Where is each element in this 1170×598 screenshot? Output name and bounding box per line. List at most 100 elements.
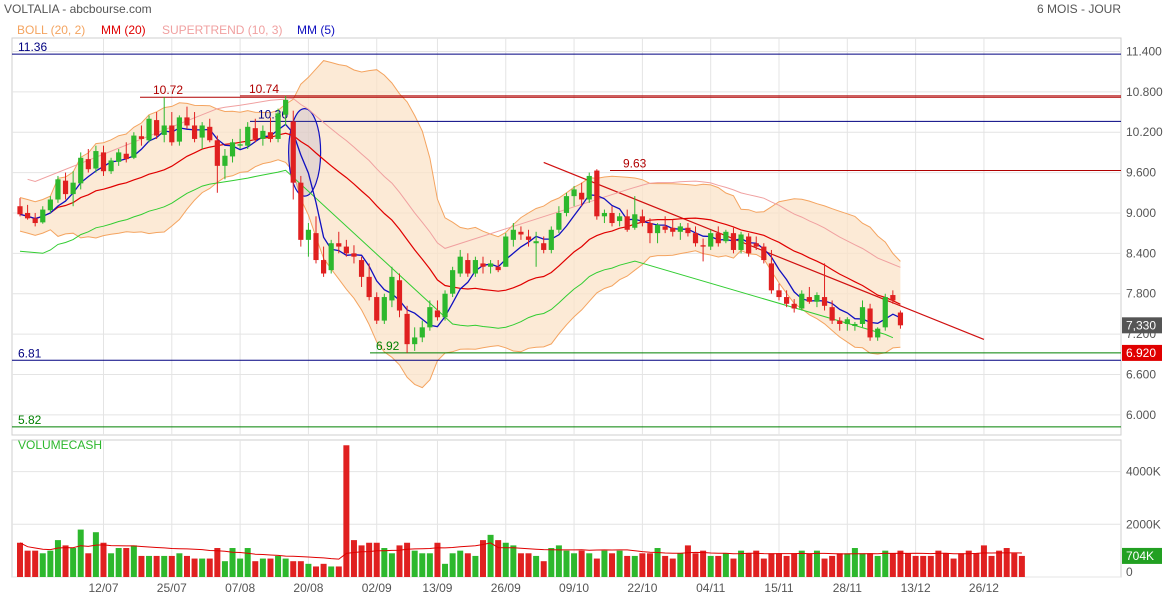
volume-bar <box>897 550 904 577</box>
volume-bar <box>108 553 115 577</box>
volume-bar <box>525 553 532 577</box>
volume-bar <box>191 558 198 577</box>
price-y-tick-label: 8.400 <box>1126 246 1156 260</box>
price-y-tick-label: 6.600 <box>1126 367 1156 381</box>
volume-bar <box>328 566 335 577</box>
volume-bar <box>138 555 145 577</box>
candle-body <box>138 136 145 139</box>
volume-bar <box>343 445 350 577</box>
volume-bar <box>290 561 297 577</box>
x-tick-label: 09/10 <box>559 581 589 595</box>
volume-bar <box>692 553 699 577</box>
candle-body <box>108 160 114 172</box>
legend: BOLL (20, 2) MM (20) SUPERTREND (10, 3) … <box>17 23 335 37</box>
x-tick-label: 26/09 <box>491 581 521 595</box>
volume-bar <box>92 532 99 577</box>
volume-bar <box>146 555 153 577</box>
candle-body <box>746 236 752 254</box>
volume-bar <box>905 553 912 577</box>
candle-body <box>882 297 888 328</box>
volume-bar <box>168 555 175 577</box>
x-tick-label: 07/08 <box>225 581 255 595</box>
candle-body <box>844 319 850 324</box>
candle-body <box>55 179 61 200</box>
volume-bar <box>47 550 54 577</box>
volume-bar <box>639 553 646 577</box>
axes: 11.40010.80010.2009.6009.0008.4007.8007.… <box>88 44 1163 595</box>
legend-item-supertrend: SUPERTREND (10, 3) <box>162 23 282 37</box>
x-tick-label: 28/11 <box>833 581 862 595</box>
volume-bar <box>646 553 653 577</box>
volume-title: VOLUMECASH <box>18 438 102 452</box>
candle-body <box>594 170 600 217</box>
candle-body <box>799 293 805 309</box>
candle-body <box>305 229 312 240</box>
x-tick-label: 12/07 <box>88 581 118 595</box>
level-label: 10.74 <box>249 82 279 96</box>
candle-body <box>708 233 714 247</box>
candle-body <box>154 120 160 136</box>
volume-bar <box>442 563 449 577</box>
volume-bar <box>24 550 31 577</box>
candle-body <box>692 233 699 244</box>
candle-body <box>351 253 357 257</box>
volume-bar <box>684 545 691 577</box>
price-y-tick-label: 6.000 <box>1126 408 1156 422</box>
candle-body <box>503 236 509 267</box>
volume-series <box>17 445 1025 577</box>
volume-bar <box>533 555 540 577</box>
candle-body <box>647 223 653 234</box>
volume-bar <box>988 555 995 577</box>
volume-bar <box>654 548 661 577</box>
candle-body <box>867 308 873 338</box>
candle-body <box>191 125 198 139</box>
volume-bar <box>381 548 388 577</box>
chart-title: VOLTALIA - abcbourse.com <box>4 2 152 16</box>
volume-bar <box>942 553 949 577</box>
volume-bar <box>920 555 927 577</box>
candle-body <box>670 227 676 232</box>
volume-bar <box>70 548 77 577</box>
volume-bar <box>176 553 183 577</box>
volume-bar <box>39 553 46 577</box>
volume-bar <box>540 561 547 577</box>
volume-bar <box>161 555 168 577</box>
price-y-tick-label: 10.800 <box>1126 85 1163 99</box>
period-label: 6 MOIS - JOUR <box>1037 2 1121 16</box>
candle-body <box>700 245 706 247</box>
volume-bar <box>555 545 562 577</box>
candle-body <box>814 295 820 302</box>
candle-body <box>541 243 547 250</box>
level-label: 11.36 <box>18 40 47 54</box>
candle-body <box>533 241 539 244</box>
candle-body <box>821 297 828 306</box>
last-close-badge-bg <box>1122 317 1162 334</box>
volume-bar <box>214 548 221 577</box>
volume-bar <box>882 550 889 577</box>
volume-bar <box>404 542 411 577</box>
x-tick-label: 25/07 <box>157 581 187 595</box>
volume-bar <box>517 553 524 577</box>
volume-bar <box>366 542 373 577</box>
volume-bar <box>609 553 616 577</box>
volume-bar <box>586 553 593 577</box>
volume-bar <box>1003 548 1010 577</box>
level-badge-bg <box>1122 344 1162 361</box>
volume-bar <box>244 548 251 577</box>
volume-bar <box>350 540 357 577</box>
volume-bar <box>495 540 502 577</box>
volume-bar <box>813 550 820 577</box>
candle-body <box>548 229 554 250</box>
volume-bar <box>335 566 342 577</box>
volume-bar <box>267 558 274 577</box>
candle-body <box>806 297 812 302</box>
volume-bar <box>730 558 737 577</box>
volume-bar <box>563 550 570 577</box>
candle-body <box>723 231 729 242</box>
volume-bar <box>624 555 631 577</box>
volume-bar <box>722 553 729 577</box>
x-tick-label: 26/12 <box>969 581 999 595</box>
candle-body <box>343 246 349 254</box>
candle-body <box>146 118 152 141</box>
